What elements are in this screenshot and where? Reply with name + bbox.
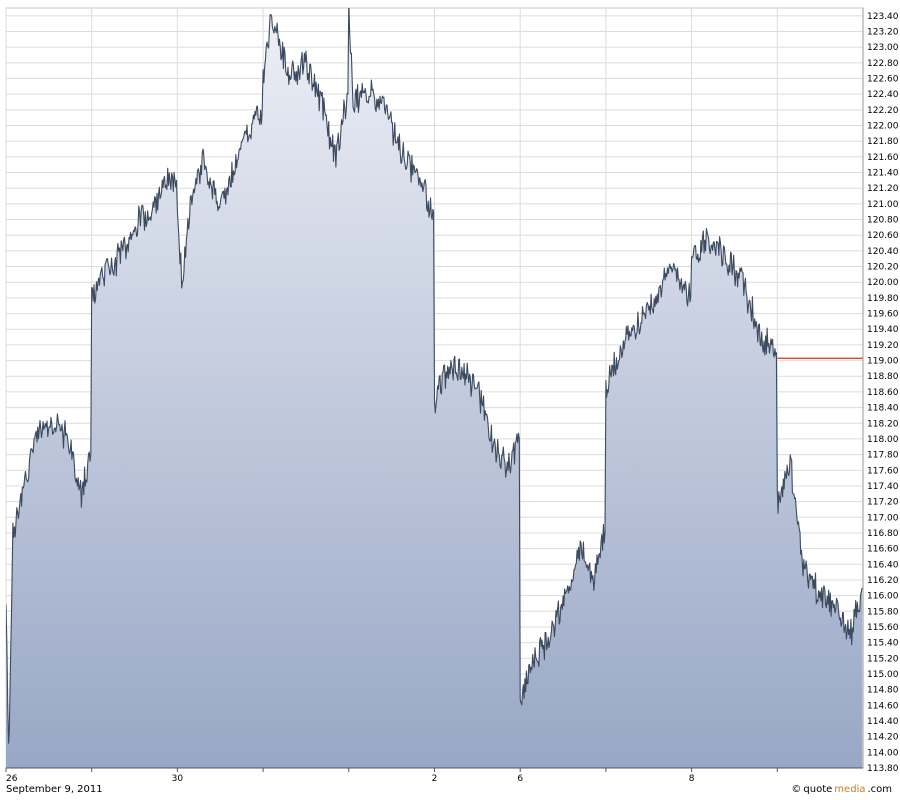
y-tick-label: 114.00 <box>867 748 899 758</box>
y-tick-label: 115.80 <box>867 607 899 617</box>
y-tick-label: 122.20 <box>867 106 899 116</box>
y-tick-label: 117.20 <box>867 498 899 508</box>
y-tick-label: 122.00 <box>867 122 899 132</box>
x-tick-label: 26 <box>6 774 18 784</box>
quotemedia-logo: © quote media .com <box>791 784 892 795</box>
y-tick-label: 118.20 <box>867 419 899 429</box>
y-tick-label: 116.80 <box>867 529 899 539</box>
y-tick-label: 120.80 <box>867 216 899 226</box>
y-tick-label: 121.40 <box>867 169 899 179</box>
y-tick-label: 121.80 <box>867 137 899 147</box>
y-tick-label: 120.40 <box>867 247 899 257</box>
x-tick-label: 30 <box>172 774 184 784</box>
brand-dotcom: .com <box>867 784 892 795</box>
y-tick-label: 116.00 <box>867 592 899 602</box>
y-tick-label: 113.80 <box>867 764 899 774</box>
y-tick-label: 119.20 <box>867 341 899 351</box>
y-tick-label: 122.60 <box>867 75 899 85</box>
y-tick-label: 114.80 <box>867 686 899 696</box>
y-tick-label: 116.60 <box>867 545 899 555</box>
x-tick-label: 8 <box>689 774 695 784</box>
y-tick-label: 120.60 <box>867 231 899 241</box>
brand-quote: quote <box>803 784 833 795</box>
y-tick-label: 120.20 <box>867 263 899 273</box>
y-tick-label: 114.40 <box>867 717 899 727</box>
y-tick-label: 115.00 <box>867 670 899 680</box>
y-tick-label: 115.20 <box>867 654 899 664</box>
y-axis-ticks: 123.40 123.20 123.00 122.80 122.60 122.40 122.… <box>867 12 899 774</box>
x-axis-ticks: 26 30 2 6 8 <box>5 768 778 784</box>
x-tick-label: 6 <box>517 774 523 784</box>
y-tick-label: 118.00 <box>867 435 899 445</box>
x-tick-label: 2 <box>432 774 438 784</box>
y-tick-label: 123.20 <box>867 28 899 38</box>
y-tick-label: 119.80 <box>867 294 899 304</box>
price-line <box>6 8 863 744</box>
y-tick-label: 121.60 <box>867 153 899 163</box>
y-tick-label: 117.40 <box>867 482 899 492</box>
y-tick-label: 114.60 <box>867 701 899 711</box>
y-tick-label: 116.20 <box>867 576 899 586</box>
y-tick-label: 117.60 <box>867 466 899 476</box>
y-tick-label: 121.20 <box>867 184 899 194</box>
y-tick-label: 116.40 <box>867 560 899 570</box>
y-tick-label: 115.60 <box>867 623 899 633</box>
y-tick-label: 123.40 <box>867 12 899 22</box>
copyright-symbol: © <box>791 784 802 795</box>
y-tick-label: 121.00 <box>867 200 899 210</box>
y-tick-label: 117.00 <box>867 513 899 523</box>
y-tick-label: 122.80 <box>867 59 899 69</box>
y-tick-label: 119.40 <box>867 325 899 335</box>
y-tick-label: 118.80 <box>867 372 899 382</box>
y-tick-label: 123.00 <box>867 43 899 53</box>
chart-date: September 9, 2011 <box>6 784 103 795</box>
y-tick-label: 119.00 <box>867 357 899 367</box>
y-tick-label: 119.60 <box>867 310 899 320</box>
y-tick-label: 118.40 <box>867 404 899 414</box>
y-tick-label: 114.20 <box>867 733 899 743</box>
y-tick-label: 118.60 <box>867 388 899 398</box>
brand-media: media <box>834 784 866 795</box>
y-tick-label: 122.40 <box>867 90 899 100</box>
y-tick-label: 117.80 <box>867 451 899 461</box>
y-tick-label: 115.40 <box>867 639 899 649</box>
y-tick-label: 120.00 <box>867 278 899 288</box>
